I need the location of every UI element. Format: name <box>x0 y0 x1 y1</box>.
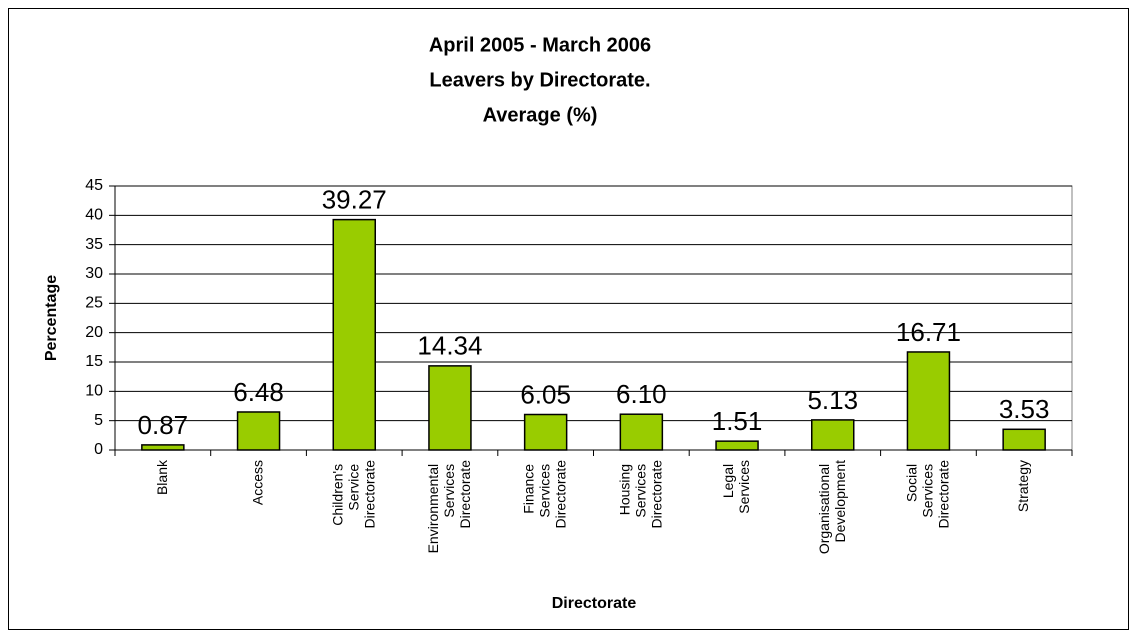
data-label: 39.27 <box>322 184 387 214</box>
x-tick-label: Housing Services Directorate <box>616 460 664 529</box>
x-tick-label: Environmental Services Directorate <box>425 460 473 554</box>
y-tick-label: 15 <box>85 353 103 370</box>
bar <box>715 440 759 451</box>
y-tick-label: 5 <box>94 412 103 429</box>
x-axis-label: Directorate <box>552 595 637 612</box>
data-label: 0.87 <box>138 410 189 440</box>
y-tick-label: 35 <box>85 236 103 253</box>
data-label: 1.51 <box>712 406 763 436</box>
bar <box>906 351 951 451</box>
bar <box>1002 428 1046 451</box>
x-tick-label: Organisational Development <box>815 460 847 554</box>
y-tick-label: 45 <box>85 177 103 194</box>
x-tick-label: Access <box>249 460 265 505</box>
y-tick-label: 30 <box>85 265 103 282</box>
bar <box>428 365 472 451</box>
y-axis-label: Percentage <box>43 275 60 361</box>
data-label: 3.53 <box>999 394 1050 424</box>
chart-title: Average (%) <box>483 104 598 126</box>
data-label: 14.34 <box>417 331 482 361</box>
data-label: 5.13 <box>807 385 858 415</box>
chart-title: Leavers by Directorate. <box>429 69 650 91</box>
x-tick-label: Legal Services <box>720 460 752 514</box>
x-tick-label: Social Services Directorate <box>903 460 951 529</box>
bar <box>523 413 568 451</box>
y-tick-label: 10 <box>85 383 103 400</box>
bar <box>811 419 855 451</box>
data-label: 6.48 <box>233 377 284 407</box>
y-tick-label: 20 <box>85 324 103 341</box>
bar <box>141 444 185 451</box>
y-tick-label: 0 <box>94 441 103 458</box>
y-tick-label: 40 <box>85 207 103 224</box>
data-label: 6.05 <box>520 379 571 409</box>
x-tick-label: Finance Services Directorate <box>520 460 568 529</box>
bar <box>332 218 376 451</box>
chart-title: April 2005 - March 2006 <box>429 34 651 56</box>
bar <box>619 413 664 451</box>
y-tick-label: 25 <box>85 295 103 312</box>
data-label: 16.71 <box>896 317 961 347</box>
x-tick-label: Strategy <box>1015 460 1031 512</box>
data-label: 6.10 <box>616 379 667 409</box>
x-tick-label: Children's Service Directorate <box>329 460 377 529</box>
x-tick-label: Blank <box>154 459 170 495</box>
bar <box>236 411 281 451</box>
